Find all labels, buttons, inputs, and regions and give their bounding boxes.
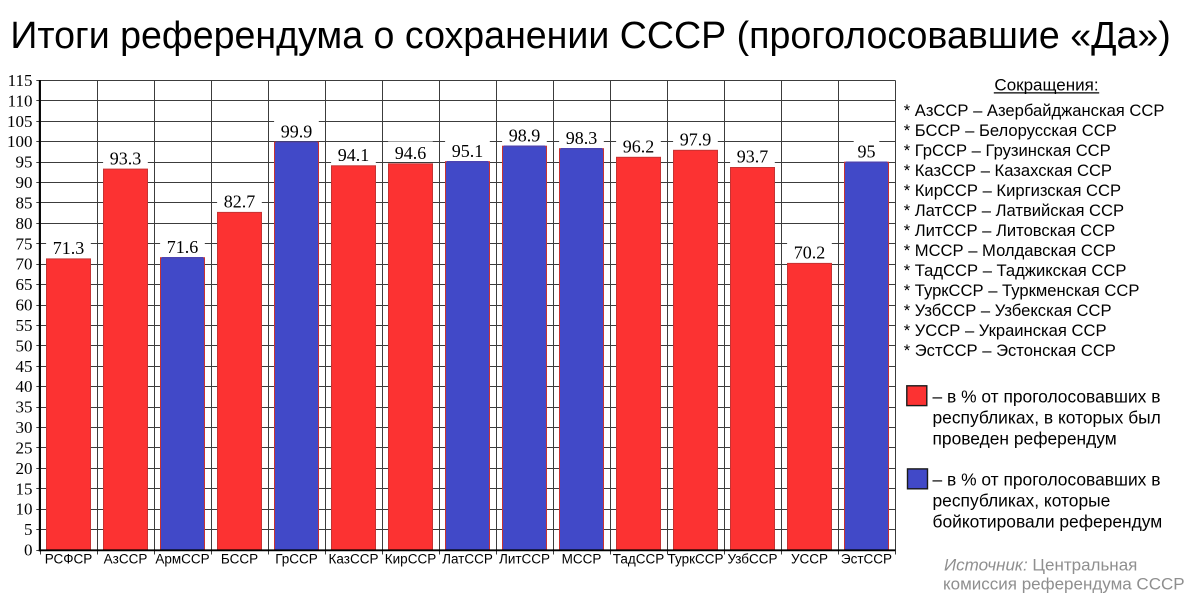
svg-text:Источник: Центральная: Источник: Центральная	[944, 556, 1137, 575]
svg-text:70: 70	[16, 255, 33, 274]
svg-text:94.6: 94.6	[395, 143, 427, 163]
svg-text:* УзбССР – Узбекская ССР: * УзбССР – Узбекская ССР	[904, 301, 1112, 320]
svg-text:* КазССР – Казахская ССР: * КазССР – Казахская ССР	[904, 161, 1112, 180]
svg-text:45: 45	[16, 357, 33, 376]
svg-text:95: 95	[16, 153, 33, 172]
svg-text:Итоги референдума о сохранении: Итоги референдума о сохранении СССР (про…	[10, 14, 1170, 56]
svg-text:71.3: 71.3	[53, 238, 85, 258]
svg-text:93.3: 93.3	[110, 148, 142, 168]
svg-text:60: 60	[16, 296, 33, 315]
svg-text:* МССР – Молдавская ССР: * МССР – Молдавская ССР	[904, 241, 1116, 260]
svg-text:10: 10	[16, 500, 33, 519]
svg-text:УзбССР: УзбССР	[727, 552, 777, 567]
svg-text:ГрССР: ГрССР	[275, 552, 318, 567]
svg-text:АзССР: АзССР	[104, 552, 148, 567]
svg-text:ЭстССР: ЭстССР	[841, 552, 892, 567]
svg-text:70.2: 70.2	[794, 243, 826, 263]
svg-text:93.7: 93.7	[737, 147, 769, 167]
svg-text:115: 115	[8, 71, 33, 90]
svg-text:5: 5	[24, 520, 33, 539]
svg-text:65: 65	[16, 275, 33, 294]
svg-text:97.9: 97.9	[680, 130, 712, 150]
svg-text:КирССР: КирССР	[385, 552, 436, 567]
svg-text:105: 105	[7, 112, 33, 131]
svg-text:бойкотировали референдум: бойкотировали референдум	[933, 512, 1163, 532]
svg-text:85: 85	[16, 194, 33, 213]
svg-text:15: 15	[16, 479, 33, 498]
svg-text:ТадССР: ТадССР	[613, 552, 665, 567]
svg-text:* ЛатССР – Латвийская ССР: * ЛатССР – Латвийская ССР	[904, 201, 1124, 220]
svg-text:* КирССР – Киргизская ССР: * КирССР – Киргизская ССР	[904, 181, 1121, 200]
svg-text:96.2: 96.2	[623, 137, 655, 157]
svg-text:82.7: 82.7	[224, 192, 256, 212]
svg-text:* ТуркССР – Туркменская ССР: * ТуркССР – Туркменская ССР	[904, 281, 1140, 300]
svg-text:40: 40	[16, 377, 33, 396]
svg-text:94.1: 94.1	[338, 145, 370, 165]
svg-text:Сокращения:: Сокращения:	[994, 76, 1098, 95]
svg-text:ТуркССР: ТуркССР	[667, 552, 723, 567]
svg-text:71.6: 71.6	[167, 237, 199, 257]
svg-text:– в % от проголосовавших в: – в % от проголосовавших в	[933, 386, 1161, 406]
svg-text:25: 25	[16, 438, 33, 457]
svg-text:* АзССР – Азербайджанская ССР: * АзССР – Азербайджанская ССР	[904, 101, 1165, 120]
svg-text:МССР: МССР	[562, 552, 602, 567]
svg-text:БССР: БССР	[221, 552, 258, 567]
svg-text:95: 95	[858, 141, 876, 161]
svg-text:95.1: 95.1	[452, 141, 484, 161]
svg-text:* БССР – Белорусская ССР: * БССР – Белорусская ССР	[904, 121, 1117, 140]
svg-text:100: 100	[7, 132, 33, 151]
svg-text:75: 75	[16, 234, 33, 253]
svg-text:20: 20	[16, 459, 33, 478]
svg-text:55: 55	[16, 316, 33, 335]
svg-text:республиках, в которых был: республиках, в которых был	[933, 407, 1161, 427]
svg-text:90: 90	[16, 173, 33, 192]
svg-text:* ГрССР – Грузинская ССР: * ГрССР – Грузинская ССР	[904, 141, 1111, 160]
svg-text:проведен референдум: проведен референдум	[933, 428, 1117, 448]
svg-text:80: 80	[16, 214, 33, 233]
svg-text:35: 35	[16, 398, 33, 417]
svg-text:ЛитССР: ЛитССР	[499, 552, 550, 567]
svg-text:* УССР – Украинская ССР: * УССР – Украинская ССР	[904, 321, 1107, 340]
svg-text:99.9: 99.9	[281, 121, 313, 141]
svg-text:0: 0	[24, 541, 33, 560]
svg-text:* ТадССР – Таджикская ССР: * ТадССР – Таджикская ССР	[904, 261, 1127, 280]
svg-text:98.9: 98.9	[509, 125, 541, 145]
svg-text:комиссия референдума СССР: комиссия референдума СССР	[943, 575, 1185, 594]
svg-text:98.3: 98.3	[566, 128, 598, 148]
svg-text:* ЛитССР – Литовская ССР: * ЛитССР – Литовская ССР	[904, 221, 1116, 240]
svg-text:– в % от проголосовавших в: – в % от проголосовавших в	[933, 470, 1161, 490]
svg-text:КазССР: КазССР	[329, 552, 379, 567]
svg-text:УССР: УССР	[791, 552, 828, 567]
svg-text:ЛатССР: ЛатССР	[442, 552, 493, 567]
svg-text:РСФСР: РСФСР	[45, 552, 93, 567]
svg-text:республиках, которые: республиках, которые	[933, 491, 1111, 511]
svg-text:АрмССР: АрмССР	[155, 552, 209, 567]
svg-text:* ЭстССР – Эстонская ССР: * ЭстССР – Эстонская ССР	[904, 341, 1116, 360]
svg-text:110: 110	[8, 91, 33, 110]
svg-text:30: 30	[16, 418, 33, 437]
svg-text:50: 50	[16, 336, 33, 355]
